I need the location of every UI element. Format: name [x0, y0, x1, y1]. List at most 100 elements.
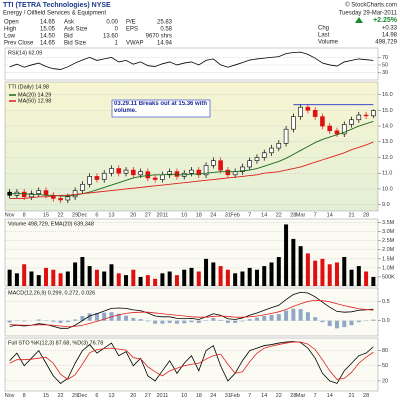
- volume-bar: [342, 257, 346, 286]
- x-tick-label: Nov: [5, 393, 15, 399]
- x-tick-label: 10: [181, 212, 187, 218]
- x-tick-label: 13: [108, 212, 114, 218]
- y-tick-label: 9.0: [382, 202, 390, 208]
- x-tick-label: 2011: [156, 212, 168, 218]
- candle-body: [270, 148, 274, 153]
- candle-body: [117, 169, 121, 174]
- y-tick-label: 70: [382, 55, 388, 61]
- volume-bar: [175, 275, 179, 286]
- candle-body: [146, 172, 150, 178]
- histogram-bar: [22, 321, 26, 322]
- histogram-bar: [124, 316, 128, 321]
- header-source: © StockCharts.com: [345, 2, 397, 9]
- volume-bar: [102, 272, 106, 286]
- x-tick-label: 14: [261, 212, 267, 218]
- histogram-bar: [131, 318, 135, 321]
- x-tick-label: 22: [276, 393, 282, 399]
- volume-bar: [153, 279, 157, 286]
- candle-body: [102, 173, 106, 179]
- y-tick-label: 15.0: [382, 108, 393, 114]
- x-tick-label: 10: [181, 393, 187, 399]
- volume-bar: [190, 268, 194, 286]
- y-tick-label: 1.0M: [382, 265, 395, 271]
- volume-bar: [233, 273, 237, 286]
- histogram-bar: [277, 314, 281, 321]
- candle-body: [291, 117, 295, 130]
- x-tick-label: 24: [210, 212, 216, 218]
- volume-bar: [51, 270, 55, 286]
- histogram-bar: [233, 321, 237, 323]
- volume-bar: [313, 261, 317, 286]
- field-label: Open: [4, 20, 19, 26]
- y-tick-label: 1.5M: [382, 256, 395, 262]
- field-value: 0: [115, 27, 119, 33]
- x-tick-label: 7: [248, 393, 251, 399]
- field-label: VWAP: [126, 41, 143, 47]
- field-value: 14.65: [40, 41, 56, 47]
- histogram-bar: [182, 321, 186, 324]
- histogram-bar: [197, 321, 201, 323]
- histogram-bar: [240, 321, 244, 322]
- candle-body: [371, 111, 375, 116]
- y-tick-label: 20: [382, 378, 388, 384]
- volume-bar: [204, 259, 208, 286]
- candle-body: [320, 117, 324, 126]
- histogram-bar: [320, 321, 324, 323]
- y-tick-label: 16.0: [382, 92, 393, 98]
- x-tick-label: 6: [95, 393, 98, 399]
- volume-bar: [255, 270, 259, 286]
- histogram-bar: [262, 316, 266, 321]
- volume-bar: [66, 272, 70, 286]
- candle-body: [109, 169, 113, 174]
- field-label: P/E: [126, 20, 136, 26]
- x-tick-label: 15: [43, 212, 49, 218]
- candle-body: [335, 131, 339, 134]
- candle-body: [248, 161, 252, 167]
- candle-body: [328, 126, 332, 131]
- volume-bar: [95, 270, 99, 286]
- candle-body: [80, 184, 84, 190]
- annotation-text: 03.29.11 Breaks out at 15.36 with volume…: [114, 101, 209, 115]
- candle-body: [95, 176, 99, 179]
- x-tick-label: 6: [95, 212, 98, 218]
- field-label: EPS: [126, 27, 138, 33]
- y-tick-label: 0.5: [382, 299, 390, 305]
- y-tick-label: 13.0: [382, 139, 393, 145]
- volume-bar: [291, 239, 295, 286]
- volume-bar: [109, 264, 113, 286]
- legend-label: MA(50) 12.98: [18, 98, 51, 104]
- candle-body: [124, 170, 128, 173]
- histogram-bar: [226, 321, 230, 323]
- field-value: 0.58: [160, 27, 172, 33]
- candle-body: [364, 115, 368, 116]
- candle-body: [255, 158, 259, 161]
- x-tick-label: 22: [57, 393, 63, 399]
- x-tick-label: 14: [261, 393, 267, 399]
- header-date: Tuesday 29-Mar-2011: [339, 11, 398, 17]
- candle-body: [211, 161, 215, 166]
- candle-body: [190, 170, 194, 173]
- y-tick-label: 0.0: [382, 318, 390, 324]
- volume-bar: [277, 257, 281, 286]
- volume-bar: [197, 272, 201, 286]
- x-tick-label: Feb: [230, 393, 239, 399]
- histogram-bar: [8, 321, 12, 323]
- x-tick-label: 8: [23, 212, 26, 218]
- y-tick-label: 12.0: [382, 155, 393, 161]
- volume-bar: [262, 266, 266, 286]
- histogram-bar: [211, 318, 215, 321]
- candle-body: [37, 191, 41, 194]
- x-tick-label: 14: [327, 393, 333, 399]
- volume-bar: [168, 272, 172, 286]
- histogram-bar: [51, 321, 55, 322]
- volume-bar: [371, 277, 375, 286]
- candle-body: [357, 115, 361, 120]
- volume-bar: [270, 262, 274, 286]
- histogram-bar: [299, 309, 303, 321]
- x-tick-label: 21: [348, 393, 354, 399]
- histogram-bar: [37, 319, 41, 320]
- volume-bar: [80, 257, 84, 286]
- field-label: Low: [4, 34, 16, 40]
- x-tick-label: 7: [248, 212, 251, 218]
